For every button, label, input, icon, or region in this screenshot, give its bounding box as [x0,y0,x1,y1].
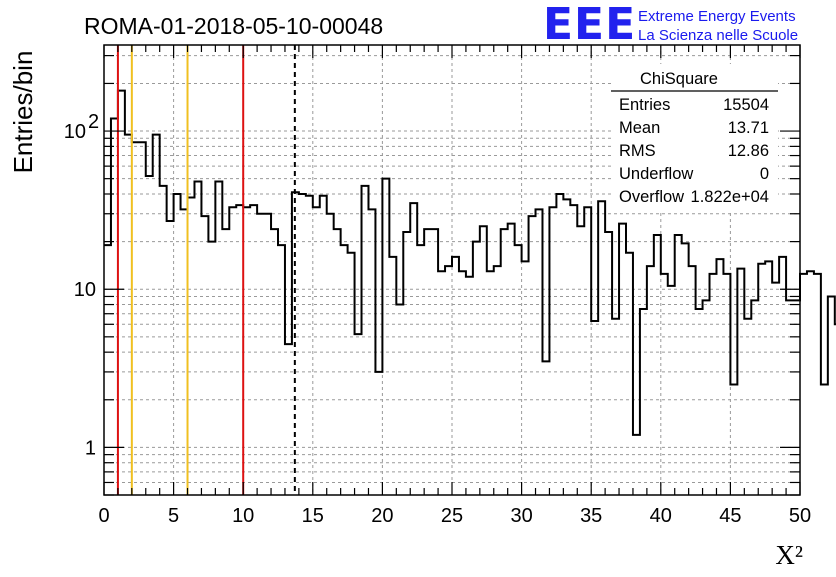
stats-value-underflow: 0 [760,165,769,183]
logo-line-1: Extreme Energy Events [638,8,796,25]
eee-logo: EEE Extreme Energy Events La Scienza nel… [543,0,798,50]
x-tick-label: 35 [580,505,602,527]
y-tick-label: 10 [64,121,86,143]
x-tick-label: 45 [719,505,741,527]
x-tick-label: 5 [168,505,179,527]
logo-line-2: La Scienza nelle Scuole [638,27,798,44]
stats-box-background [611,64,778,212]
x-tick-label: 50 [789,505,811,527]
y-axis-label: Entries/bin [8,51,38,174]
x-axis-label: X² [775,540,803,570]
x-tick-label: 40 [650,505,672,527]
x-tick-label: 10 [232,505,254,527]
x-tick-label: 25 [441,505,463,527]
x-tick-label: 20 [371,505,393,527]
y-tick-label: 1 [85,437,96,459]
stats-title: ChiSquare [640,70,718,88]
stats-value-entries: 15504 [723,96,769,114]
histogram-series [104,89,836,436]
stats-box: ChiSquare Entries 15504 Mean 13.71 RMS 1… [611,64,778,212]
y-tick-exponent: 2 [88,111,99,133]
stats-label-mean: Mean [619,119,660,137]
stats-label-underflow: Underflow [619,165,693,183]
stats-label-overflow: Overflow [619,188,684,206]
y-tick-label: 10 [74,279,96,301]
x-tick-label: 0 [98,505,109,527]
stats-value-overflow: 1.822e+04 [691,188,769,206]
stats-value-mean: 13.71 [728,119,769,137]
stats-label-entries: Entries [619,96,670,114]
x-tick-label: 15 [302,505,324,527]
logo-text: EEE [543,0,636,50]
x-tick-label: 30 [510,505,532,527]
stats-label-rms: RMS [619,142,656,160]
stats-value-rms: 12.86 [728,142,769,160]
run-title: ROMA-01-2018-05-10-00048 [84,13,383,39]
